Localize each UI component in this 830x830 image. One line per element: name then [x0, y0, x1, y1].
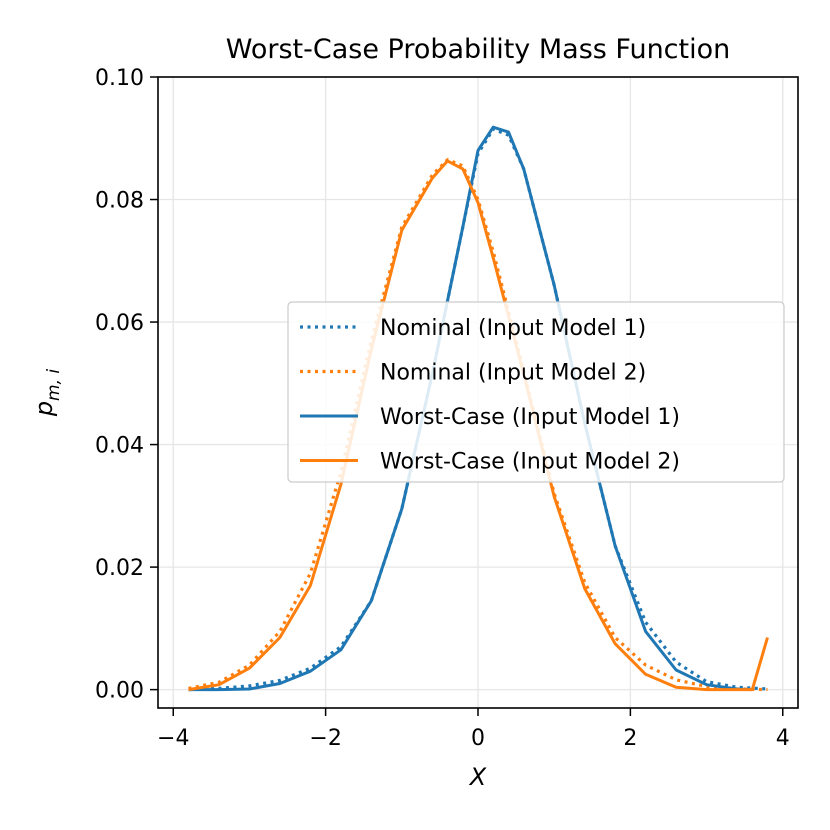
legend-label-1: Nominal (Input Model 1) — [380, 316, 646, 341]
x-tick-label: 0 — [471, 726, 485, 751]
legend-items: Nominal (Input Model 1) Nominal (Input Mo… — [300, 316, 680, 475]
x-tick-label: −4 — [157, 726, 189, 751]
series-line-3 — [188, 125, 753, 692]
y-axis-label-main: p — [30, 401, 58, 417]
y-tick-label: 0.04 — [95, 434, 144, 459]
y-axis-label: pm, i — [30, 369, 64, 418]
x-tick-label: −2 — [309, 726, 341, 751]
y-tick-label: 0.00 — [95, 679, 144, 704]
y-tick-label: 0.08 — [95, 189, 144, 214]
series-group — [188, 125, 769, 692]
legend-box — [287, 301, 785, 483]
series-line-4 — [188, 159, 769, 692]
legend-label-4: Worst-Case (Input Model 2) — [380, 450, 680, 475]
y-tick-label: 0.10 — [95, 66, 144, 91]
legend-label-3: Worst-Case (Input Model 1) — [380, 405, 680, 430]
legend: Nominal (Input Model 1) Nominal (Input Mo… — [287, 301, 785, 483]
x-axis-label: X — [468, 763, 487, 791]
series-line-2 — [188, 158, 768, 692]
y-tick-label: 0.02 — [95, 556, 144, 581]
y-tick-label: 0.06 — [95, 311, 144, 336]
legend-label-2: Nominal (Input Model 2) — [380, 361, 646, 386]
x-tick-label: 4 — [776, 726, 790, 751]
axis-ticks: −4 −2 0 2 4 0.00 0.02 0.04 0.06 0.08 0.10 — [95, 66, 790, 751]
x-tick-label: 2 — [623, 726, 637, 751]
chart-title: Worst-Case Probability Mass Function — [226, 34, 731, 65]
y-axis-label-sub: m, i — [44, 369, 64, 401]
